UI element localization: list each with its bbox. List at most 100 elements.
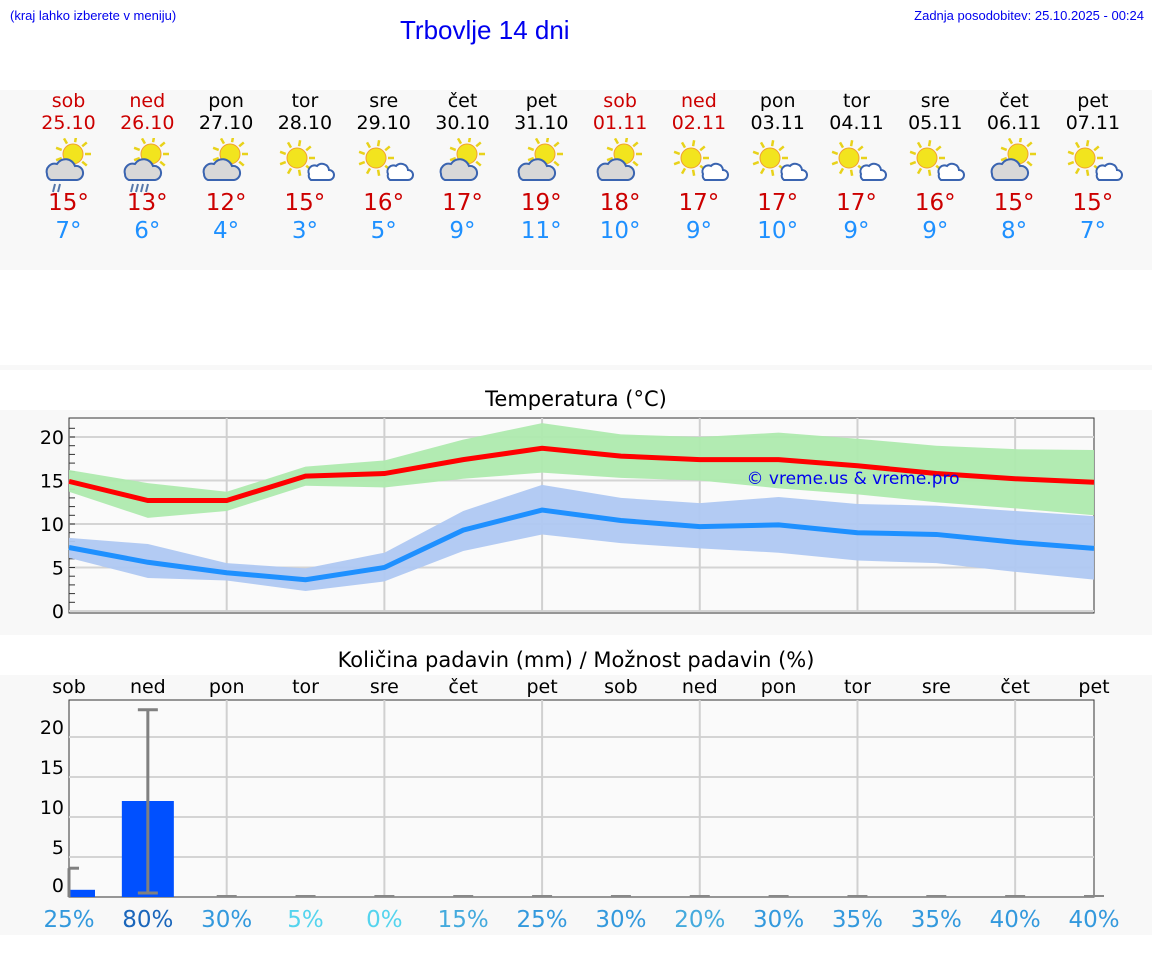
low-temp: 7° bbox=[1079, 218, 1106, 244]
last-updated: Zadnja posodobitev: 25.10.2025 - 00:24 bbox=[914, 8, 1144, 23]
temperature-chart-svg: 0 5 10 15 20 © vreme.us & vreme.pro bbox=[40, 417, 1095, 623]
day-date: 31.10 bbox=[514, 112, 569, 134]
precip-probability: 0% bbox=[366, 907, 403, 933]
day-date: 27.10 bbox=[198, 112, 254, 134]
sun-cloud-light-rain-icon bbox=[29, 138, 108, 193]
y-tick-label: 15 bbox=[40, 757, 64, 779]
page-title: Trbovlje 14 dni bbox=[400, 15, 570, 45]
day-name: sre bbox=[369, 90, 399, 112]
low-temp: 7° bbox=[55, 218, 82, 244]
day-label: ned bbox=[130, 676, 166, 698]
sun-cloud-icon bbox=[423, 138, 502, 193]
y-tick-label: 5 bbox=[52, 558, 64, 580]
day-label: sob bbox=[52, 676, 86, 698]
precip-probability: 30% bbox=[595, 907, 646, 933]
min-temp-line bbox=[68, 507, 1095, 583]
sun-cloud-icon bbox=[502, 138, 581, 193]
low-temp: 3° bbox=[291, 218, 318, 244]
high-temp: 13° bbox=[126, 190, 168, 216]
precipitation-chart: sob ned pon tor sre čet pet sob ned pon tor sre čet p… bbox=[0, 675, 1152, 935]
day-name: pon bbox=[759, 90, 796, 112]
max-temp-band bbox=[69, 423, 1094, 518]
day-name: pet bbox=[525, 90, 557, 112]
sun-cloud-icon bbox=[187, 138, 266, 193]
precipitation-chart-svg: sob ned pon tor sre čet pet sob ned pon tor sre čet p… bbox=[40, 676, 1120, 933]
day-date: 29.10 bbox=[356, 112, 411, 134]
day-name: sob bbox=[603, 90, 637, 112]
watermark: © vreme.us & vreme.pro bbox=[746, 469, 959, 489]
y-tick-label: 20 bbox=[40, 717, 64, 739]
high-temp: 15° bbox=[48, 190, 89, 216]
day-date: 25.10 bbox=[41, 112, 96, 134]
day-name: čet bbox=[447, 90, 478, 112]
high-temp: 17° bbox=[442, 190, 483, 216]
sun-cloud-rain-icon bbox=[108, 138, 187, 193]
day-forecast: sre 29.10 16° 5° bbox=[344, 90, 423, 245]
day-name: ned bbox=[129, 90, 166, 112]
day-date: 30.10 bbox=[435, 112, 490, 134]
day-label: pet bbox=[1078, 676, 1109, 698]
day-label: pon bbox=[761, 676, 797, 698]
low-temp: 9° bbox=[922, 218, 949, 244]
precipitation-chart-title: Količina padavin (mm) / Možnost padavin … bbox=[337, 648, 815, 672]
day-forecast: sob 25.10 15° 7° bbox=[29, 90, 108, 245]
day-label: sob bbox=[604, 676, 638, 698]
high-temp: 16° bbox=[914, 190, 956, 216]
high-temp: 16° bbox=[363, 190, 405, 216]
day-date: 04.11 bbox=[829, 112, 884, 134]
day-forecast: pet 31.10 19° 11° bbox=[502, 90, 581, 245]
high-temp: 17° bbox=[836, 190, 877, 216]
high-temp: 15° bbox=[1072, 190, 1114, 216]
day-date: 05.11 bbox=[908, 112, 963, 134]
precip-probability: 35% bbox=[911, 907, 962, 933]
day-forecast: sob 01.11 18° 10° bbox=[581, 90, 660, 245]
y-tick-label: 0 bbox=[52, 601, 64, 623]
high-temp: 15° bbox=[284, 190, 326, 216]
day-label: tor bbox=[844, 676, 871, 698]
y-tick-label: 15 bbox=[40, 471, 64, 493]
sun-small-cloud-icon bbox=[896, 138, 975, 193]
city-menu-hint: (kraj lahko izberete v meniju) bbox=[10, 8, 177, 23]
high-temp: 12° bbox=[205, 190, 247, 216]
day-forecast: ned 26.10 13° 6° bbox=[108, 90, 187, 245]
y-tick-label: 10 bbox=[40, 797, 64, 819]
day-forecast: čet 30.10 17° 9° bbox=[423, 90, 502, 245]
high-temp: 17° bbox=[678, 190, 720, 216]
sun-cloud-icon bbox=[581, 138, 660, 193]
sun-cloud-icon bbox=[975, 138, 1054, 193]
low-temp: 10° bbox=[757, 218, 799, 244]
precip-probability: 20% bbox=[674, 907, 725, 933]
daily-forecast-strip: sob 25.10 15° 7° ned 26.10 13° 6° pon 27.1… bbox=[0, 90, 1152, 270]
precip-probability: 30% bbox=[753, 907, 804, 933]
day-forecast: pon 03.11 17° 10° bbox=[738, 90, 817, 245]
sun-small-cloud-icon bbox=[817, 138, 896, 193]
y-tick-label: 5 bbox=[52, 837, 64, 859]
day-label: pon bbox=[209, 676, 245, 698]
min-temp-band bbox=[69, 484, 1094, 591]
low-temp: 9° bbox=[843, 218, 870, 244]
y-tick-label: 10 bbox=[40, 514, 64, 536]
low-temp: 9° bbox=[685, 218, 712, 244]
low-temp: 5° bbox=[370, 218, 397, 244]
precip-probability: 5% bbox=[287, 907, 324, 933]
precip-probability: 15% bbox=[438, 907, 489, 933]
day-name: čet bbox=[999, 90, 1029, 112]
day-forecast: sre 05.11 16° 9° bbox=[896, 90, 975, 245]
high-temp: 15° bbox=[993, 190, 1035, 216]
low-temp: 11° bbox=[520, 218, 562, 244]
day-forecast: čet 06.11 15° 8° bbox=[975, 90, 1054, 245]
day-forecast: tor 04.11 17° 9° bbox=[817, 90, 896, 245]
precip-probability: 40% bbox=[1068, 907, 1119, 933]
precip-bar bbox=[69, 889, 95, 897]
day-label: čet bbox=[1000, 676, 1030, 698]
divider bbox=[0, 365, 1152, 370]
day-name: pet bbox=[1077, 90, 1109, 112]
temperature-chart: 0 5 10 15 20 © vreme.us & vreme.pro bbox=[0, 410, 1152, 635]
day-name: sre bbox=[920, 90, 950, 112]
precip-probability: 25% bbox=[43, 907, 94, 933]
day-forecast: pet 07.11 15° 7° bbox=[1053, 90, 1132, 245]
precip-probability: 40% bbox=[990, 907, 1041, 933]
day-date: 26.10 bbox=[120, 112, 175, 134]
day-label: sre bbox=[370, 676, 399, 698]
day-date: 02.11 bbox=[671, 112, 727, 134]
